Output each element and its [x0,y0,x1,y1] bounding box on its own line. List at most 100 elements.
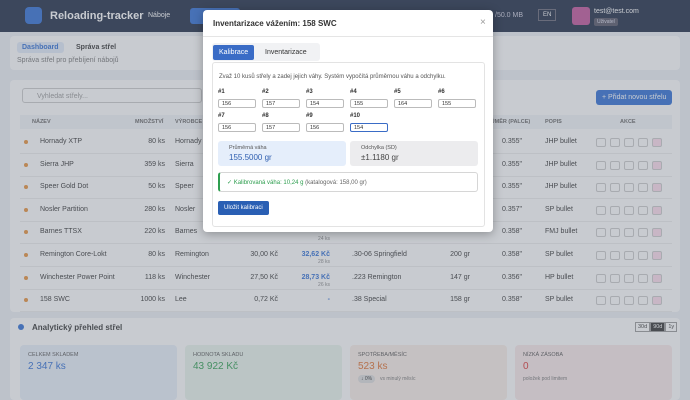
cell-maker: Barnes [175,228,198,236]
tab[interactable]: Inventarizace [265,49,307,56]
action-button[interactable] [610,183,620,193]
action-button[interactable] [624,296,634,306]
action-button[interactable] [624,160,634,170]
stat-value: 43 922 Kč [193,361,239,372]
analytics-title: Analytický přehled střel [32,323,123,332]
unit-note: 26 ks [318,281,330,288]
weight-input[interactable]: 156 [218,123,256,132]
weight-input[interactable]: 154 [350,123,388,132]
action-button[interactable] [596,160,606,170]
nav-item[interactable]: Náboje [148,12,171,19]
divider [203,36,493,37]
drag [24,275,28,280]
avg-label: Průměrná váha [229,145,267,151]
action-button[interactable] [610,205,620,215]
cell-unit: 28,73 Kč [301,273,330,281]
add-button[interactable]: + Přidat novou střelu [596,90,673,105]
stat-value: 523 ks [358,361,388,372]
action-button[interactable] [596,296,606,306]
weight-input[interactable]: 164 [394,99,432,108]
action-button[interactable] [638,205,648,215]
cell-caliber: .30-06 Springfield [352,251,407,258]
range[interactable]: 30d [635,322,651,332]
action-button[interactable] [596,205,606,215]
breadcrumb[interactable]: Dashboard [17,42,64,53]
action-button[interactable] [638,228,648,238]
cell-qty: 220 ks [144,228,165,236]
action-button[interactable] [652,273,662,283]
tab-active[interactable]: Kalibrace [213,45,255,60]
cell-desc: JHP bullet [545,160,577,168]
column-header: POPIS [545,119,562,125]
stat-badge: ↓ 0% [358,375,376,383]
action-button[interactable] [610,273,620,283]
save-button[interactable]: Uložit kalibraci [218,201,269,215]
action-button[interactable] [652,296,662,306]
cell-maker: Speer [175,183,194,191]
range[interactable]: 1y [665,322,678,332]
weight-input[interactable]: 155 [350,99,388,108]
action-button[interactable] [596,183,606,193]
action-button[interactable] [652,251,662,260]
weight-label: #1 [218,89,225,95]
cell-name: Speer Gold Dot [40,183,89,191]
cell-diameter: 0.355" [501,183,522,191]
action-button[interactable] [638,273,648,283]
action-button[interactable] [610,251,620,260]
stat-value: 2 347 ks [28,361,66,372]
action-button[interactable] [610,228,620,238]
action-button[interactable] [652,160,662,170]
tab[interactable]: Správa střel [76,44,117,51]
stat-note: vs minulý měsíc [380,376,416,382]
action-button[interactable] [596,251,606,260]
lang[interactable]: EN [538,9,557,21]
cell-maker: Remington [175,251,209,258]
catalog: (katalogová: 158,00 gr) [305,180,367,186]
weight-input[interactable]: 157 [262,99,300,108]
weight-input[interactable]: 156 [306,123,344,132]
action-button[interactable] [596,138,606,147]
close[interactable]: × [480,17,486,28]
sd-box [350,141,478,166]
user-email: test@test.com [594,8,639,15]
range[interactable]: 90d [650,322,666,332]
calibrated-box [218,172,478,192]
action-button[interactable] [596,273,606,283]
stat-note: položek pod limitem [523,376,568,382]
brand: Reloading-tracker [50,10,144,22]
cell-qty: 80 ks [148,138,165,145]
action-button[interactable] [624,138,634,147]
action-button[interactable] [624,273,634,283]
action-button[interactable] [638,138,648,147]
row-line [20,311,672,313]
action-button[interactable] [624,228,634,238]
drag [24,207,28,212]
cell-diameter: 0.356" [501,273,522,281]
weight-input[interactable]: 157 [262,123,300,132]
stat-card [185,345,342,400]
modal-title: Inventarizace vážením: 158 SWC [213,19,337,28]
action-button[interactable] [610,160,620,170]
action-button[interactable] [652,228,662,238]
action-button[interactable] [638,296,648,306]
weight-input[interactable]: 156 [218,99,256,108]
action-button[interactable] [638,160,648,170]
action-button[interactable] [624,251,634,260]
cell-qty: 118 ks [144,273,165,281]
action-button[interactable] [638,251,648,260]
action-button[interactable] [624,183,634,193]
cell-desc: SP bullet [545,205,573,213]
action-button[interactable] [610,138,620,147]
weight-input[interactable]: 155 [438,99,476,108]
action-button[interactable] [652,183,662,193]
action-button[interactable] [652,205,662,215]
weight-input[interactable]: 154 [306,99,344,108]
action-button[interactable] [638,183,648,193]
action-button[interactable] [652,138,662,147]
search[interactable]: Vyhledat střely... [22,88,202,103]
action-button[interactable] [596,228,606,238]
action-button[interactable] [624,205,634,215]
cell-price: 30,00 Kč [250,251,278,258]
cell-unit: - [327,296,330,304]
action-button[interactable] [610,296,620,306]
